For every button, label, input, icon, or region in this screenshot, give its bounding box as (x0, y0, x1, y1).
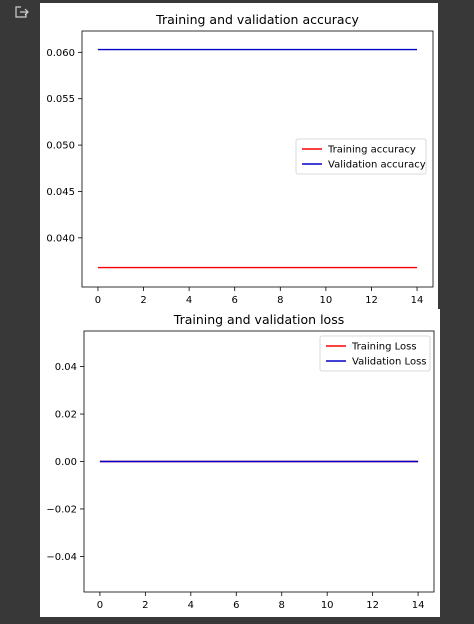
x-tick-label: 6 (232, 295, 238, 306)
x-tick-label: 10 (320, 295, 333, 306)
chart-title: Training and validation loss (173, 312, 344, 327)
y-tick-label: 0.04 (55, 362, 77, 373)
y-tick-label: 0.050 (46, 141, 75, 152)
x-tick-label: 12 (365, 295, 378, 306)
output-arrow-icon[interactable] (14, 5, 30, 19)
accuracy-chart-panel: Training and validation accuracy 0.040 0.0… (40, 3, 438, 310)
legend-label: Validation accuracy (328, 160, 426, 171)
x-tick-label: 4 (188, 600, 194, 611)
legend-label: Validation Loss (352, 357, 427, 368)
x-tick-label: 0 (95, 295, 101, 306)
x-tick-label: 2 (142, 600, 148, 611)
x-tick-label: 4 (186, 295, 192, 306)
accuracy-chart: Training and validation accuracy 0.040 0.0… (46, 12, 434, 306)
x-tick-label: 6 (233, 600, 239, 611)
plot-frame (83, 330, 435, 593)
y-tick-label: −0.04 (46, 552, 77, 563)
loss-chart-panel: Training and validation loss −0.04 −0.02 0.… (40, 309, 440, 617)
y-tick-label: 0.02 (55, 410, 77, 421)
y-tick-label: 0.055 (46, 94, 75, 105)
x-tick-label: 8 (277, 295, 283, 306)
y-tick-label: 0.00 (55, 457, 77, 468)
y-tick-label: 0.040 (46, 233, 75, 244)
x-tick-label: 14 (412, 600, 425, 611)
x-tick-label: 8 (279, 600, 285, 611)
legend-label: Training Loss (351, 342, 417, 353)
x-tick-label: 2 (140, 295, 146, 306)
legend-box (295, 138, 427, 175)
legend-box (319, 335, 431, 372)
y-tick-label: −0.02 (46, 504, 77, 515)
legend-label: Training accuracy (327, 145, 416, 156)
chart-title: Training and validation accuracy (155, 12, 359, 27)
x-tick-label: 12 (366, 600, 379, 611)
loss-chart: Training and validation loss −0.04 −0.02 0.… (46, 312, 435, 611)
x-tick-label: 0 (97, 600, 103, 611)
y-tick-label: 0.060 (46, 48, 75, 59)
plot-frame (81, 30, 434, 288)
x-tick-label: 10 (321, 600, 334, 611)
y-tick-label: 0.045 (46, 187, 75, 198)
x-tick-label: 14 (411, 295, 424, 306)
